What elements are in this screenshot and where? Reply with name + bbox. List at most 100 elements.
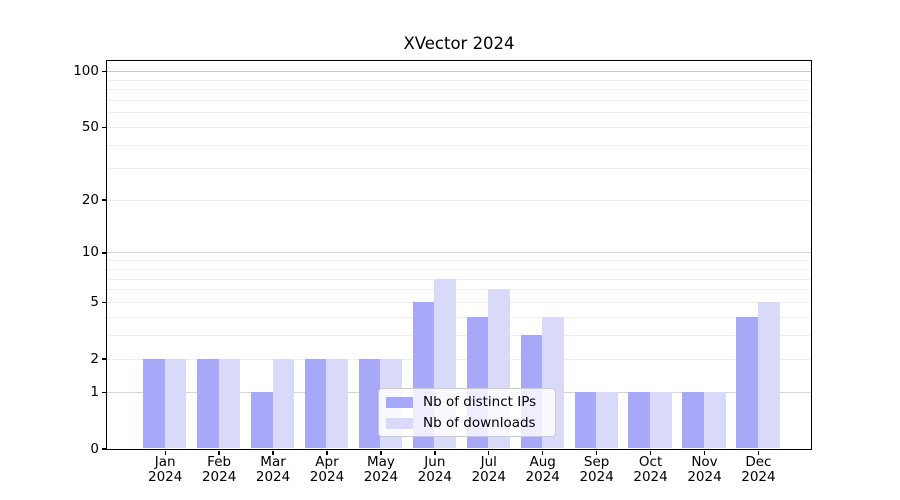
y-tick-label-10: 10: [81, 244, 99, 261]
x-tick-label-aug: Aug 2024: [515, 453, 571, 486]
legend-swatch-downloads: [386, 417, 413, 429]
x-tick-year-feb: 2024: [201, 469, 237, 485]
x-tick-month-jan: Jan: [154, 453, 176, 470]
x-tick-label-jun: Jun 2024: [407, 453, 463, 486]
bar-oct-downloads: [650, 391, 672, 449]
y-tick-label-20: 20: [81, 191, 99, 208]
y-tick-label-1: 1: [90, 383, 99, 400]
bar-sep-distinct-ips: [574, 391, 597, 449]
y-tick-2: [101, 358, 106, 360]
y-tick-50: [101, 126, 106, 129]
x-tick-month-nov: Nov: [691, 453, 718, 470]
bar-oct-distinct-ips: [628, 391, 651, 449]
bar-feb-distinct-ips: [197, 358, 219, 449]
gridline-8: [107, 268, 811, 270]
gridline-5: [107, 302, 811, 304]
x-tick-year-may: 2024: [363, 469, 399, 485]
x-tick-oct: [649, 450, 652, 455]
plot-area: [106, 60, 812, 450]
gridline-4: [107, 316, 811, 318]
x-tick-label-dec: Dec 2024: [730, 453, 786, 486]
bar-nov-downloads: [704, 391, 726, 449]
gridline-6: [107, 289, 811, 291]
gridline-60: [107, 112, 811, 114]
x-tick-feb: [218, 450, 220, 455]
y-tick-label-50: 50: [81, 119, 99, 136]
x-tick-year-mar: 2024: [255, 469, 291, 485]
gridline-100: [107, 71, 811, 73]
y-tick-label-100: 100: [73, 63, 99, 80]
x-tick-month-sep: Sep: [583, 453, 610, 470]
gridline-7: [107, 278, 811, 280]
x-tick-label-oct: Oct 2024: [623, 453, 679, 486]
gridline-80: [107, 89, 811, 91]
x-tick-label-jul: Jul 2024: [461, 453, 517, 486]
bar-jan-downloads: [164, 358, 187, 449]
gridline-70: [107, 100, 811, 102]
gridline-2: [107, 358, 811, 360]
x-tick-nov: [703, 450, 706, 455]
x-tick-aug: [542, 450, 544, 455]
y-tick-0: [101, 448, 106, 450]
x-tick-month-oct: Oct: [638, 453, 663, 470]
gridline-9: [107, 260, 811, 262]
x-tick-year-jan: 2024: [148, 469, 183, 485]
x-tick-year-sep: 2024: [579, 469, 614, 485]
x-tick-label-jan: Jan 2024: [137, 453, 193, 486]
bar-jan-distinct-ips: [143, 358, 165, 449]
legend-label-distinct-ips: Nb of distinct IPs: [423, 394, 537, 410]
gridline-90: [107, 79, 811, 81]
x-tick-year-oct: 2024: [633, 469, 668, 485]
x-tick-dec: [757, 450, 760, 455]
x-tick-label-may: May 2024: [353, 453, 409, 486]
bar-apr-distinct-ips: [304, 358, 327, 449]
bar-feb-downloads: [218, 358, 241, 449]
legend-label-downloads: Nb of downloads: [423, 415, 536, 431]
y-tick-5: [101, 301, 106, 304]
x-tick-jan: [164, 450, 166, 455]
bar-mar-distinct-ips: [250, 391, 273, 449]
x-tick-jul: [488, 450, 490, 455]
x-tick-month-mar: Mar: [260, 453, 286, 470]
x-tick-month-aug: Aug: [529, 453, 556, 470]
x-tick-month-feb: Feb: [207, 453, 232, 470]
x-tick-year-dec: 2024: [741, 469, 776, 485]
gridline-10: [107, 252, 811, 254]
x-tick-month-apr: Apr: [315, 453, 339, 470]
x-tick-label-mar: Mar 2024: [245, 453, 301, 486]
x-tick-month-may: May: [366, 453, 395, 470]
y-tick-100: [101, 71, 106, 73]
x-tick-jun: [434, 450, 436, 455]
x-tick-label-apr: Apr 2024: [299, 453, 355, 486]
y-tick-label-5: 5: [90, 294, 99, 311]
x-tick-month-dec: Dec: [745, 453, 772, 470]
x-tick-apr: [326, 450, 328, 455]
x-tick-month-jul: Jul: [480, 453, 497, 470]
gridline-50: [107, 127, 811, 129]
gridline-30: [107, 167, 811, 169]
x-tick-month-jun: Jun: [424, 453, 446, 470]
bar-nov-distinct-ips: [682, 391, 704, 449]
y-tick-label-2: 2: [90, 350, 99, 367]
legend-swatch-distinct-ips: [386, 396, 413, 408]
gridline-40: [107, 144, 811, 146]
x-tick-year-jul: 2024: [471, 469, 506, 485]
y-tick-label-0: 0: [90, 440, 99, 457]
legend-entry-downloads: Nb of downloads: [379, 415, 555, 431]
x-tick-year-jun: 2024: [417, 469, 453, 485]
chart-title: XVector 2024: [403, 34, 515, 53]
x-tick-year-aug: 2024: [525, 469, 560, 485]
x-tick-year-nov: 2024: [687, 469, 722, 485]
legend-entry-distinct-ips: Nb of distinct IPs: [379, 394, 555, 410]
x-tick-may: [380, 450, 382, 455]
x-tick-mar: [272, 450, 274, 455]
bar-dec-downloads: [757, 302, 780, 449]
y-tick-1: [101, 391, 106, 394]
bar-may-distinct-ips: [358, 358, 381, 449]
x-tick-year-apr: 2024: [309, 469, 345, 485]
legend: Nb of distinct IPs Nb of downloads: [378, 388, 556, 437]
bar-dec-distinct-ips: [736, 316, 758, 449]
x-tick-sep: [595, 450, 598, 455]
bar-sep-downloads: [596, 391, 618, 449]
